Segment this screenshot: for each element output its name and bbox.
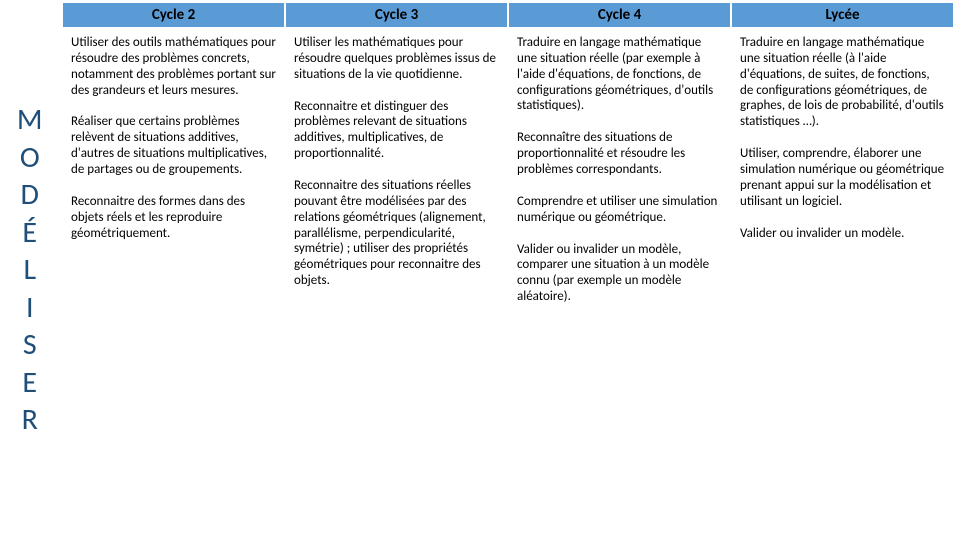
curriculum-item: Comprendre et utiliser une simulation nu… [517,194,722,226]
curriculum-item: Utiliser des outils mathématiques pour r… [71,35,276,98]
column-header: Cycle 4 [508,2,731,28]
column-header: Lycée [731,2,954,28]
column-header: Cycle 3 [285,2,508,28]
column-body: Traduire en langage mathématique une sit… [731,28,954,538]
curriculum-item: Reconnaître des situations de proportion… [517,130,722,178]
column-body: Traduire en langage mathématique une sit… [508,28,731,538]
column-body: Utiliser les mathématiques pour résoudre… [285,28,508,538]
curriculum-item: Reconnaitre des formes dans des objets r… [71,194,276,242]
curriculum-table: Cycle 2Cycle 3Cycle 4Lycée Utiliser des … [60,0,960,540]
curriculum-item: Utiliser, comprendre, élaborer une simul… [740,146,945,209]
column-body: Utiliser des outils mathématiques pour r… [62,28,285,538]
curriculum-item: Valider ou invalider un modèle, comparer… [517,242,722,305]
curriculum-item: Valider ou invalider un modèle. [740,226,945,242]
curriculum-item: Réaliser que certains problèmes relèvent… [71,114,276,177]
curriculum-item: Reconnaitre des situations réelles pouva… [294,178,499,289]
curriculum-item: Traduire en langage mathématique une sit… [740,35,945,130]
curriculum-item: Traduire en langage mathématique une sit… [517,35,722,114]
column-header: Cycle 2 [62,2,285,28]
side-label: MODÉLISER [0,0,60,540]
table-header-row: Cycle 2Cycle 3Cycle 4Lycée [62,2,954,28]
curriculum-item: Utiliser les mathématiques pour résoudre… [294,35,499,83]
table-body-row: Utiliser des outils mathématiques pour r… [62,28,954,538]
curriculum-item: Reconnaitre et distinguer des problèmes … [294,99,499,162]
